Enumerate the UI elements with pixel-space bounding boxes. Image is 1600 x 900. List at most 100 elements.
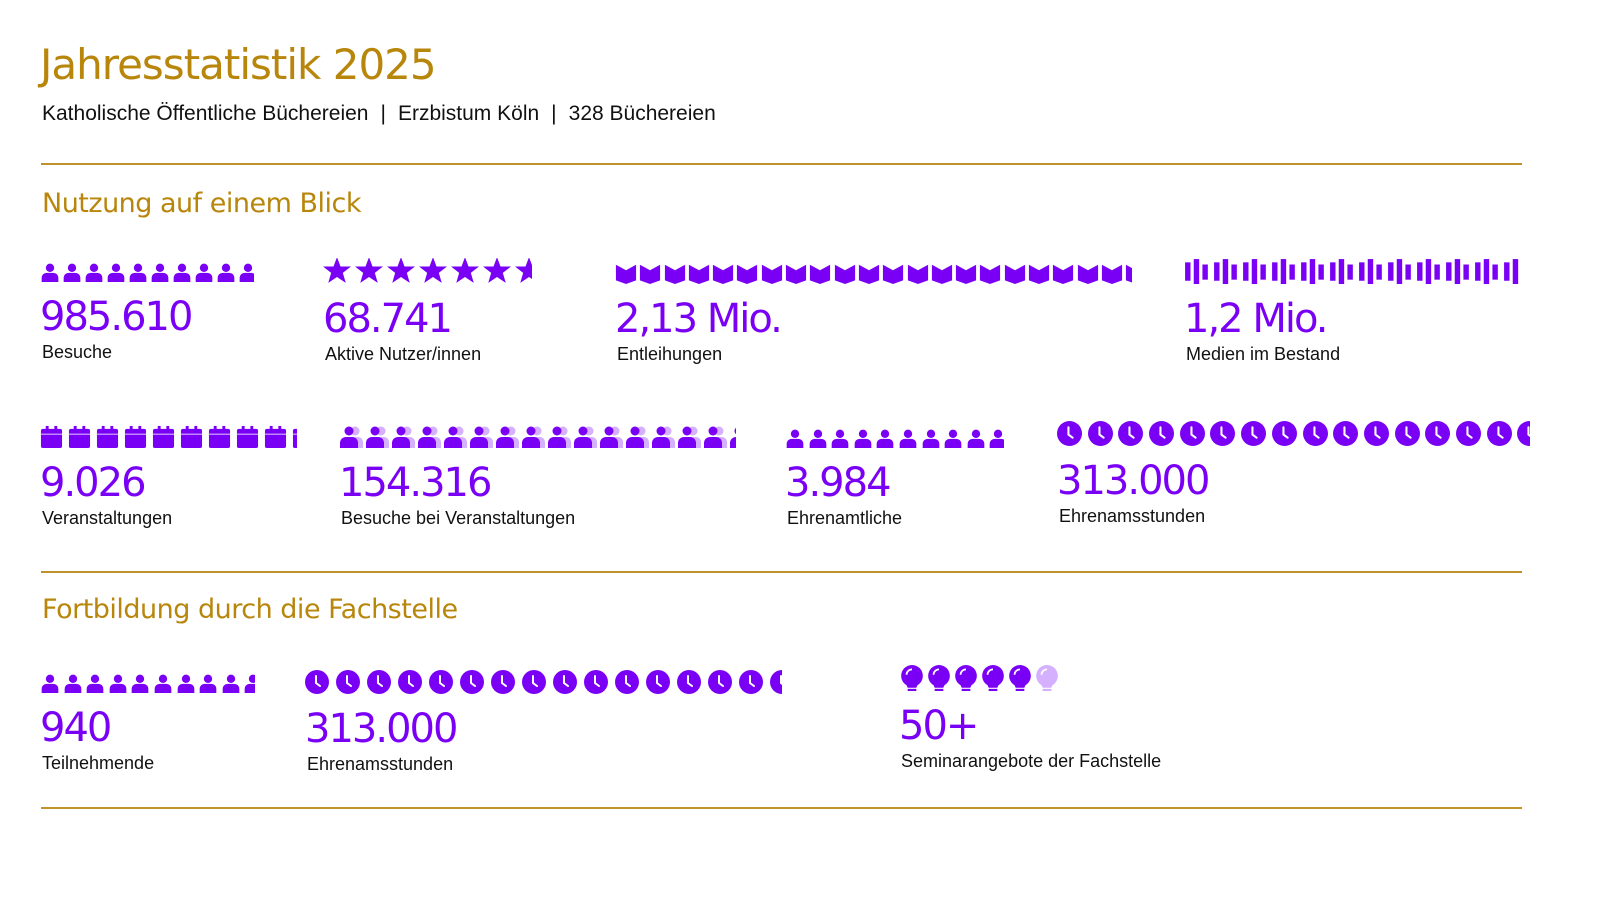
- divider: [41, 571, 1522, 573]
- book-icon: [809, 262, 831, 284]
- subtitle-diocese: Erzbistum Köln: [397, 102, 540, 125]
- stat-medien: 1,2 Mio. Medien im Bestand: [1184, 258, 1522, 365]
- clock-icon: [336, 670, 360, 694]
- group-icon: [339, 424, 363, 448]
- person-icon: [108, 673, 128, 693]
- clock-icon: [429, 670, 453, 694]
- person-icon: [62, 262, 82, 282]
- person-icon: [830, 428, 850, 448]
- stat-label: Teilnehmende: [42, 753, 155, 773]
- divider: [41, 163, 1522, 165]
- stat-ehrenamtliche: 3.984 Ehrenamtliche: [785, 422, 1007, 529]
- lightbulb-icon: [926, 665, 952, 691]
- icon-row: [339, 422, 738, 448]
- media-bars-icon: [1387, 258, 1413, 284]
- calendar-icon: [236, 425, 259, 448]
- media-bars-icon: [1300, 258, 1326, 284]
- person-icon: [40, 673, 60, 693]
- clock-icon: [305, 670, 329, 694]
- stat-ehrenamtsstunden: 313.000 Ehrenamsstunden: [1057, 420, 1536, 527]
- stat-value: 1,2 Mio.: [1184, 296, 1328, 342]
- stat-label: Medien im Bestand: [1186, 344, 1341, 364]
- lightbulb-icon: [1007, 665, 1033, 691]
- group-icon: [417, 424, 441, 448]
- icon-row: [785, 422, 1007, 448]
- book-icon: [979, 262, 1001, 284]
- person-icon: [84, 262, 104, 282]
- calendar-icon: [152, 425, 175, 448]
- clock-icon: [1241, 421, 1267, 446]
- clock-icon: [646, 670, 670, 694]
- person-icon: [216, 262, 236, 282]
- star-icon: [387, 258, 415, 284]
- stat-value: 154.316: [339, 460, 492, 506]
- star-icon: [451, 258, 479, 284]
- person-icon: [921, 428, 941, 448]
- calendar-icon: [40, 425, 63, 448]
- book-icon: [688, 262, 710, 284]
- book-icon: [834, 262, 856, 284]
- stat-value: 68.741: [323, 296, 453, 342]
- clock-icon: [553, 670, 577, 694]
- calendar-icon: [264, 425, 287, 448]
- person-icon: [966, 428, 986, 448]
- calendar-icon: [68, 425, 91, 448]
- media-bars-icon: [1271, 258, 1297, 284]
- clock-icon: [1455, 421, 1481, 446]
- person-icon: [875, 428, 895, 448]
- clock-icon: [677, 670, 701, 694]
- group-icon: [365, 424, 389, 448]
- star-icon: [419, 258, 447, 284]
- book-icon: [907, 262, 929, 284]
- clock-icon: [460, 670, 484, 694]
- clock-icon: [739, 670, 763, 694]
- book-icon: [955, 262, 977, 284]
- star-icon: [323, 258, 351, 284]
- page-title: Jahresstatistik 2025: [40, 40, 437, 89]
- clock-icon: [1149, 421, 1175, 446]
- stat-value: 2,13 Mio.: [615, 296, 783, 342]
- book-icon: [1004, 262, 1026, 284]
- calendar-icon: [96, 425, 119, 448]
- stat-veranstaltungen: 9.026 Veranstaltungen: [40, 422, 302, 529]
- separator: |: [380, 102, 386, 125]
- stat-label: Ehrenamtliche: [787, 508, 903, 528]
- clock-icon: [1118, 421, 1144, 446]
- group-icon: [573, 424, 597, 448]
- calendar-icon: [292, 425, 297, 448]
- person-icon: [176, 673, 196, 693]
- calendar-icon: [208, 425, 231, 448]
- icon-row: [40, 256, 256, 282]
- stat-seminare: 50+ Seminarangebote der Fachstelle: [899, 665, 1161, 772]
- lightbulb-icon: [953, 665, 979, 691]
- group-icon: [521, 424, 545, 448]
- clock-icon: [708, 670, 732, 694]
- media-bars-icon: [1474, 258, 1500, 284]
- media-bars-icon: [1184, 258, 1210, 284]
- stat-value: 313.000: [305, 706, 458, 752]
- person-icon: [63, 673, 83, 693]
- person-icon: [194, 262, 214, 282]
- person-icon: [40, 262, 60, 282]
- stat-besuche-veranstaltungen: 154.316 Besuche bei Veranstaltungen: [339, 422, 738, 529]
- section-title-training: Fortbildung durch die Fachstelle: [42, 594, 458, 625]
- media-bars-icon: [1358, 258, 1384, 284]
- book-icon: [1028, 262, 1050, 284]
- clock-icon: [1333, 421, 1359, 446]
- icon-row: [323, 258, 536, 284]
- section-title-usage: Nutzung auf einem Blick: [42, 188, 362, 219]
- book-icon: [736, 262, 758, 284]
- clock-icon: [770, 670, 782, 694]
- person-icon: [808, 428, 828, 448]
- stat-value: 3.984: [785, 460, 892, 506]
- stat-value: 50+: [899, 703, 979, 749]
- icon-row: [40, 667, 258, 693]
- subtitle-organization: Katholische Öffentliche Büchereien: [42, 102, 369, 125]
- clock-icon: [1425, 421, 1451, 446]
- stat-label: Besuche bei Veranstaltungen: [341, 508, 576, 528]
- stat-label: Aktive Nutzer/innen: [325, 344, 482, 364]
- group-icon: [443, 424, 467, 448]
- book-icon: [615, 262, 637, 284]
- lightbulb-icon: [1034, 665, 1060, 691]
- clock-icon: [367, 670, 391, 694]
